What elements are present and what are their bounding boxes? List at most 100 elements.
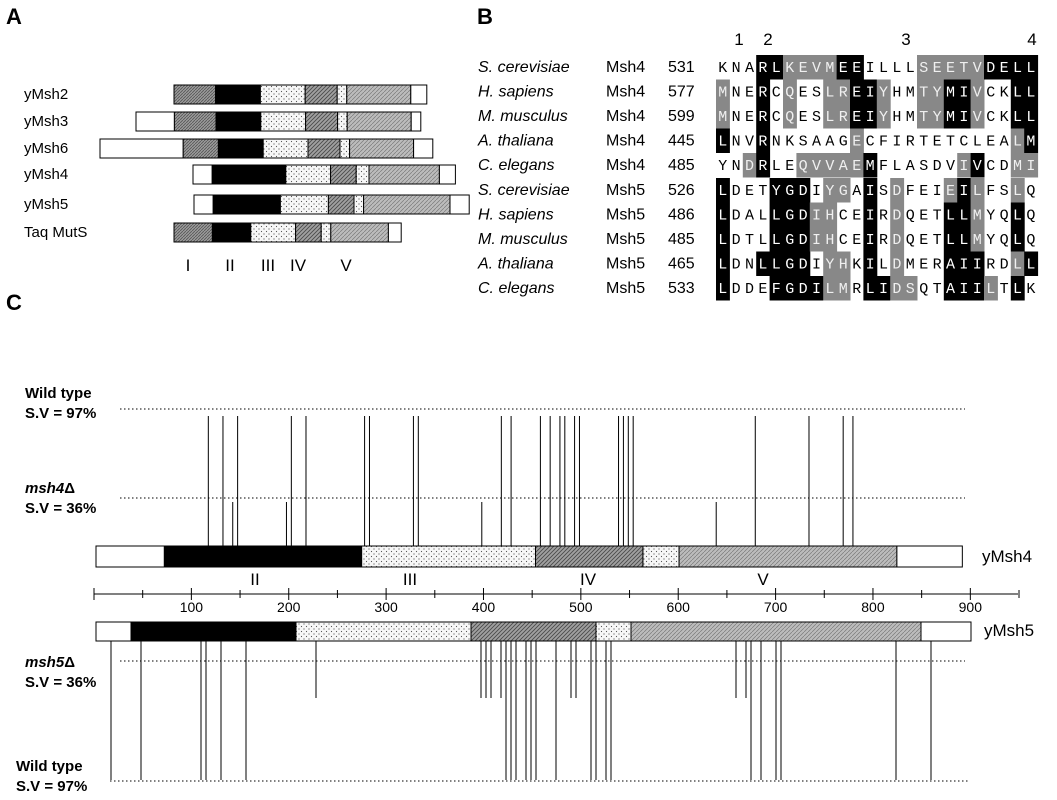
start-position: 486 xyxy=(668,207,695,224)
residue-shade-grey xyxy=(796,153,811,178)
residue-letter: D xyxy=(799,183,808,200)
residue-letter: E xyxy=(933,134,942,151)
domain-segment xyxy=(349,138,415,159)
residue-letter: E xyxy=(745,85,754,102)
domain-roman-label: V xyxy=(340,256,352,275)
residue-shade-grey xyxy=(823,178,838,203)
msh5-wild-type-sv: S.V = 97% xyxy=(16,778,87,795)
residue-letter: L xyxy=(1026,85,1035,102)
residue-letter: L xyxy=(772,60,781,77)
residue-letter: L xyxy=(906,60,915,77)
msh4-delta-symbol: Δ xyxy=(64,480,75,497)
residue-shade-grey xyxy=(1010,251,1025,276)
ymsh5-domain-bar xyxy=(95,621,972,642)
residue-shade-grey xyxy=(917,55,931,80)
residue-letter: N xyxy=(732,134,741,151)
residue-shade-grey xyxy=(783,55,797,80)
residue-letter: E xyxy=(852,158,861,175)
domain-segment xyxy=(215,111,262,132)
residue-shade-dark xyxy=(783,178,797,203)
domain-segment xyxy=(387,222,402,243)
protein-label: Taq MutS xyxy=(24,224,87,241)
residue-letter: D xyxy=(892,183,901,200)
residue-letter: R xyxy=(839,85,848,102)
residue-shade-grey xyxy=(823,104,838,129)
residue-shade-grey xyxy=(876,79,891,104)
domain-segment xyxy=(595,621,632,642)
residue-letter: L xyxy=(1013,257,1022,274)
residue-shade-dark xyxy=(1010,227,1025,252)
domain-segment xyxy=(250,222,297,243)
residue-letter: G xyxy=(839,183,848,200)
axis-tick-label: 200 xyxy=(277,599,301,615)
residue-letter: M xyxy=(906,85,915,102)
residue-letter: S xyxy=(799,134,808,151)
residue-letter: E xyxy=(919,257,928,274)
residue-letter: Q xyxy=(1026,183,1035,200)
residue-letter: D xyxy=(732,208,741,225)
domain-segment xyxy=(135,111,175,132)
residue-shade-dark xyxy=(943,251,958,276)
domain-roman-label: II xyxy=(225,256,234,275)
domain-segment xyxy=(173,111,217,132)
residue-letter: L xyxy=(825,281,834,298)
protein-label: yMsh6 xyxy=(24,140,68,157)
domain-roman-label: III xyxy=(403,570,417,589)
residue-letter: M xyxy=(825,60,834,77)
residue-letter: I xyxy=(812,183,821,200)
residue-shade-grey xyxy=(823,227,838,252)
axis-tick-label: 100 xyxy=(180,599,204,615)
residue-letter: I xyxy=(959,158,968,175)
residue-letter: C xyxy=(986,85,995,102)
domain-segment xyxy=(470,621,597,642)
domain-segment xyxy=(642,545,680,568)
residue-shade-dark xyxy=(943,79,958,104)
residue-letter: M xyxy=(973,208,982,225)
residue-letter: Y xyxy=(879,85,888,102)
residue-shade-grey xyxy=(809,227,824,252)
residue-shade-grey xyxy=(970,202,985,227)
residue-letter: H xyxy=(892,109,901,126)
gene-name: Msh4 xyxy=(606,108,645,125)
residue-letter: L xyxy=(758,232,767,249)
residue-letter: L xyxy=(1013,60,1022,77)
residue-shade-dark xyxy=(769,202,784,227)
residue-letter: D xyxy=(732,257,741,274)
residue-shade-dark xyxy=(850,104,864,129)
residue-letter: D xyxy=(732,281,741,298)
residue-letter: F xyxy=(986,183,995,200)
msh4-wild-type-label: Wild type xyxy=(25,385,92,402)
residue-letter: I xyxy=(959,257,968,274)
residue-letter: Y xyxy=(825,257,834,274)
residue-letter: G xyxy=(839,134,848,151)
residue-letter: R xyxy=(758,109,767,126)
residue-letter: Q xyxy=(1026,232,1035,249)
residue-letter: R xyxy=(879,208,888,225)
residue-shade-dark xyxy=(796,178,811,203)
residue-shade-dark xyxy=(1024,79,1039,104)
residue-shade-dark xyxy=(1024,55,1039,80)
residue-letter: L xyxy=(1026,257,1035,274)
residue-shade-grey xyxy=(836,276,851,301)
residue-shade-grey xyxy=(850,128,864,153)
residue-letter: Y xyxy=(933,109,942,126)
residue-letter: R xyxy=(839,109,848,126)
residue-shade-dark xyxy=(836,55,851,80)
residue-letter: Q xyxy=(906,232,915,249)
msh4-mutant-sv: S.V = 36% xyxy=(25,500,96,517)
residue-letter: I xyxy=(866,109,875,126)
residue-letter: L xyxy=(825,85,834,102)
residue-letter: K xyxy=(785,60,794,77)
residue-letter: L xyxy=(959,208,968,225)
residue-letter: R xyxy=(758,158,767,175)
residue-shade-grey xyxy=(1024,153,1039,178)
domain-roman-label: I xyxy=(186,256,191,275)
domain-segment xyxy=(262,138,309,159)
residue-letter: I xyxy=(892,134,901,151)
msh5-mutant-sv: S.V = 36% xyxy=(25,674,96,691)
residue-letter: T xyxy=(946,134,955,151)
residue-shade-dark xyxy=(769,55,784,80)
residue-shade-dark xyxy=(943,104,958,129)
residue-letter: L xyxy=(1013,183,1022,200)
